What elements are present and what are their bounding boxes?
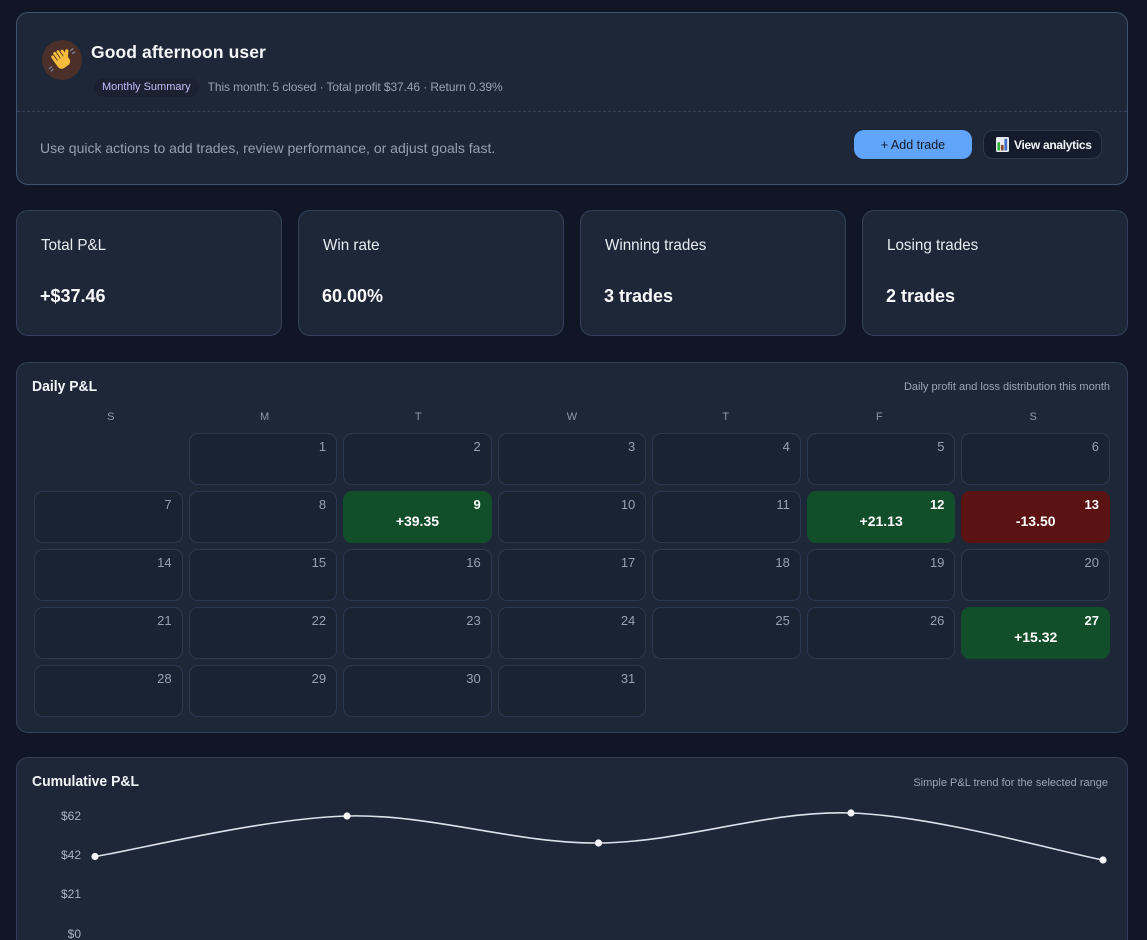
svg-text:$42: $42 [61, 848, 81, 862]
svg-text:$21: $21 [61, 887, 81, 901]
svg-text:$0: $0 [68, 927, 82, 940]
svg-text:$62: $62 [61, 809, 81, 823]
